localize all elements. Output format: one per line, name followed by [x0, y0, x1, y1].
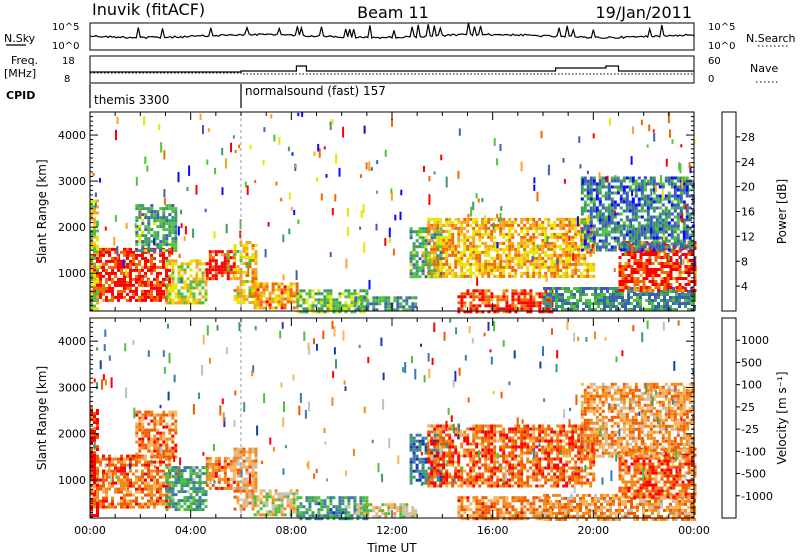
colorbar-tick-label: 12: [741, 230, 755, 243]
cpid-row: CPID themis 3300 normalsound (fast) 157: [6, 84, 386, 108]
x-tick-label: 12:00: [376, 524, 408, 537]
colorbar-tick-label: -1000: [741, 490, 773, 503]
cpid-label: CPID: [6, 89, 35, 102]
nave-tick-top: 60: [708, 56, 721, 67]
colorbar-tick-label: -100: [741, 445, 766, 458]
data-cells: [90, 318, 697, 521]
colorbar-tick-label: 25: [741, 401, 755, 414]
y-tick-label: 3000: [58, 175, 86, 188]
colorbar-label: Velocity [m s⁻¹]: [775, 371, 789, 464]
y-axis-label: Slant Range [km]: [35, 366, 49, 470]
date-label: 19/Jan/2011: [595, 3, 692, 22]
colorbar-tick-label: 1000: [741, 334, 769, 347]
time-axis: 00:00 04:00 08:00 12:00 16:00 20:00 00:00: [74, 524, 710, 537]
freq-tick-bottom: 8: [64, 74, 70, 85]
colorbar-tick-label: -500: [741, 468, 766, 481]
y-tick-label: 4000: [58, 129, 86, 142]
freq-label: Freq.: [11, 54, 38, 67]
frequency-strip: Freq. [MHz] 18 8 60 0 Nave: [4, 54, 778, 85]
station-title: Inuvik (fitACF): [92, 0, 205, 19]
y-tick-label: 3000: [58, 381, 86, 394]
y-tick-label: 4000: [58, 335, 86, 348]
y-tick-label: 1000: [58, 267, 86, 280]
nave-tick-bottom: 0: [708, 74, 714, 85]
nsky-tick-top: 10^5: [52, 22, 79, 33]
noise-trace: [90, 22, 695, 40]
noise-strip: N.Sky 10^5 10^0 10^5 10^0 N.Search: [4, 22, 796, 52]
colorbar: 1000 500 100 25 -25 -100 -500 -1000 Velocity [m …: [721, 317, 789, 519]
colorbar-tick-label: 500: [741, 356, 762, 369]
colorbar-tick-label: 20: [741, 181, 755, 194]
x-tick-label: 04:00: [175, 524, 207, 537]
colorbar-frame: [721, 317, 737, 519]
beam-label: Beam 11: [357, 3, 429, 22]
cpid-segment-label: themis 3300: [94, 93, 169, 107]
colorbar-tick-label: -25: [741, 423, 759, 436]
data-cells: [90, 112, 697, 314]
y-axis-label: Slant Range [km]: [35, 159, 49, 263]
colorbar-tick-label: 28: [741, 131, 755, 144]
y-tick-label: 2000: [58, 428, 86, 441]
x-tick-label: 00:00: [678, 524, 710, 537]
nave-label: Nave: [750, 62, 778, 75]
nsky-tick-bottom: 10^0: [52, 41, 79, 52]
x-tick-label: 00:00: [74, 524, 106, 537]
frequency-trace: [90, 65, 694, 73]
y-tick-label: 1000: [58, 474, 86, 487]
nsearch-tick-bottom: 10^0: [708, 41, 735, 52]
y-tick-label: 2000: [58, 221, 86, 234]
nsearch-tick-top: 10^5: [708, 22, 735, 33]
colorbar-tick-label: 16: [741, 206, 755, 219]
x-tick-label: 16:00: [477, 524, 509, 537]
colorbar-tick-label: 24: [741, 156, 755, 169]
colorbar-frame: [721, 111, 737, 312]
x-tick-label: 20:00: [577, 524, 609, 537]
freq-tick-top: 18: [62, 56, 75, 67]
colorbar-label: Power [dB]: [775, 179, 789, 244]
nsearch-label: N.Search: [746, 32, 796, 45]
colorbar: 4 8 12 16 20 24 28 Power [dB]: [721, 111, 789, 312]
cpid-segments: themis 3300 normalsound (fast) 157: [89, 84, 386, 108]
colorbar-tick-label: 8: [741, 255, 748, 268]
freq-unit-label: [MHz]: [4, 67, 36, 80]
colorbar-tick-label: 100: [741, 379, 762, 392]
nsky-label: N.Sky: [4, 32, 36, 45]
x-axis-label: Time UT: [366, 541, 417, 554]
x-tick-label: 08:00: [275, 524, 307, 537]
nave-trace: [90, 72, 694, 75]
colorbar-tick-label: 4: [741, 280, 748, 293]
cpid-segment-label: normalsound (fast) 157: [245, 84, 386, 98]
power-panel: 1000 2000 3000 4000 Slant Range [km] 4 8 12 16 20…: [35, 111, 789, 314]
